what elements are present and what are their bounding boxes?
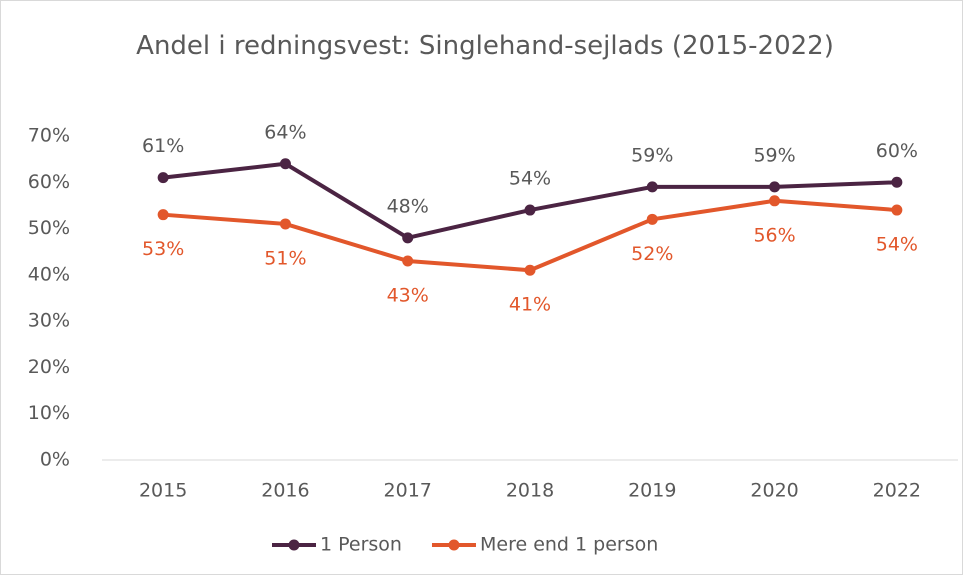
data-label: 61%: [142, 135, 184, 157]
data-label: 56%: [753, 224, 795, 246]
data-point: [524, 204, 536, 216]
data-label: 41%: [509, 294, 551, 316]
data-label: 59%: [631, 144, 673, 166]
x-tick-label: 2017: [384, 480, 432, 502]
data-point: [891, 176, 903, 188]
data-point: [157, 209, 169, 221]
data-point: [769, 195, 781, 207]
data-label: 54%: [876, 234, 918, 256]
data-point: [157, 172, 169, 184]
legend-marker: [288, 539, 300, 551]
data-point: [646, 181, 658, 193]
chart-title: Andel i redningsvest: Singlehand-sejlads…: [136, 31, 834, 61]
data-label: 51%: [264, 247, 306, 269]
data-label: 54%: [509, 168, 551, 190]
y-tick-label: 60%: [28, 171, 70, 193]
y-tick-label: 40%: [28, 263, 70, 285]
legend-marker: [448, 539, 460, 551]
x-tick-label: 2022: [873, 480, 921, 502]
data-label: 64%: [264, 121, 306, 143]
y-tick-label: 10%: [28, 402, 70, 424]
data-point: [646, 213, 658, 225]
data-point: [891, 204, 903, 216]
x-tick-label: 2018: [506, 480, 554, 502]
x-tick-label: 2020: [750, 480, 798, 502]
x-tick-label: 2015: [139, 480, 187, 502]
data-label: 53%: [142, 238, 184, 260]
y-tick-label: 0%: [40, 449, 70, 471]
y-tick-label: 50%: [28, 217, 70, 239]
legend-label: Mere end 1 person: [480, 534, 658, 556]
legend-label: 1 Person: [320, 534, 402, 556]
y-tick-label: 70%: [28, 125, 70, 147]
data-point: [402, 255, 414, 267]
data-point: [279, 218, 291, 230]
data-label: 48%: [387, 195, 429, 217]
data-point: [402, 232, 414, 244]
x-tick-label: 2016: [261, 480, 309, 502]
data-label: 43%: [387, 284, 429, 306]
data-point: [279, 158, 291, 170]
x-tick-label: 2019: [628, 480, 676, 502]
data-label: 59%: [753, 144, 795, 166]
data-label: 52%: [631, 243, 673, 265]
y-tick-label: 30%: [28, 310, 70, 332]
y-tick-label: 20%: [28, 356, 70, 378]
data-point: [769, 181, 781, 193]
data-label: 60%: [876, 140, 918, 162]
data-point: [524, 264, 536, 276]
